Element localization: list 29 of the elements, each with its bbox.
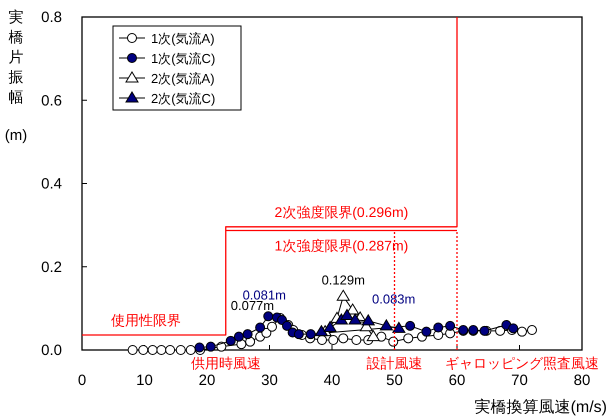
x-tick-label: 50 (386, 372, 403, 389)
legend-label: 1次(気流A) (151, 31, 215, 46)
x-tick-label: 30 (261, 372, 278, 389)
y-tick-label: 0.6 (41, 92, 62, 110)
y-tick-label: 0.2 (41, 258, 62, 276)
annotation: 使用性限界 (110, 312, 181, 328)
legend-label: 2次(気流C) (151, 91, 216, 106)
x-tick-label: 0 (78, 372, 86, 389)
x-tick-label: 10 (136, 372, 153, 389)
x-axis-title: 実橋換算風速(m/s) (474, 398, 607, 416)
y-tick-label: 0.8 (41, 9, 62, 26)
annotation: 1次強度限界(0.287m) (274, 238, 408, 254)
data-label: 0.129m (322, 272, 365, 288)
y-tick-label: 0.0 (41, 342, 62, 359)
x-tick-label: 70 (511, 372, 528, 389)
data-label: 0.083m (372, 291, 416, 306)
annotation: ギャロッピング照査風速 (445, 355, 599, 371)
annotation: 2次強度限界(0.296m) (274, 204, 408, 220)
x-tick-label: 40 (324, 372, 340, 389)
y-tick-label: 0.4 (41, 176, 62, 192)
x-tick-label: 20 (198, 372, 216, 389)
x-tick-label: 60 (448, 372, 466, 389)
text: 実橋片振幅(m) (4, 9, 28, 144)
legend-label: 2次(気流A) (151, 71, 215, 86)
legend-label: 1次(気流C) (151, 51, 216, 66)
data-label: 0.081m (242, 287, 286, 302)
x-tick-label: 80 (574, 372, 590, 389)
annotation: 設計風速 (366, 355, 422, 371)
annotation: 供用時風速 (190, 355, 261, 371)
